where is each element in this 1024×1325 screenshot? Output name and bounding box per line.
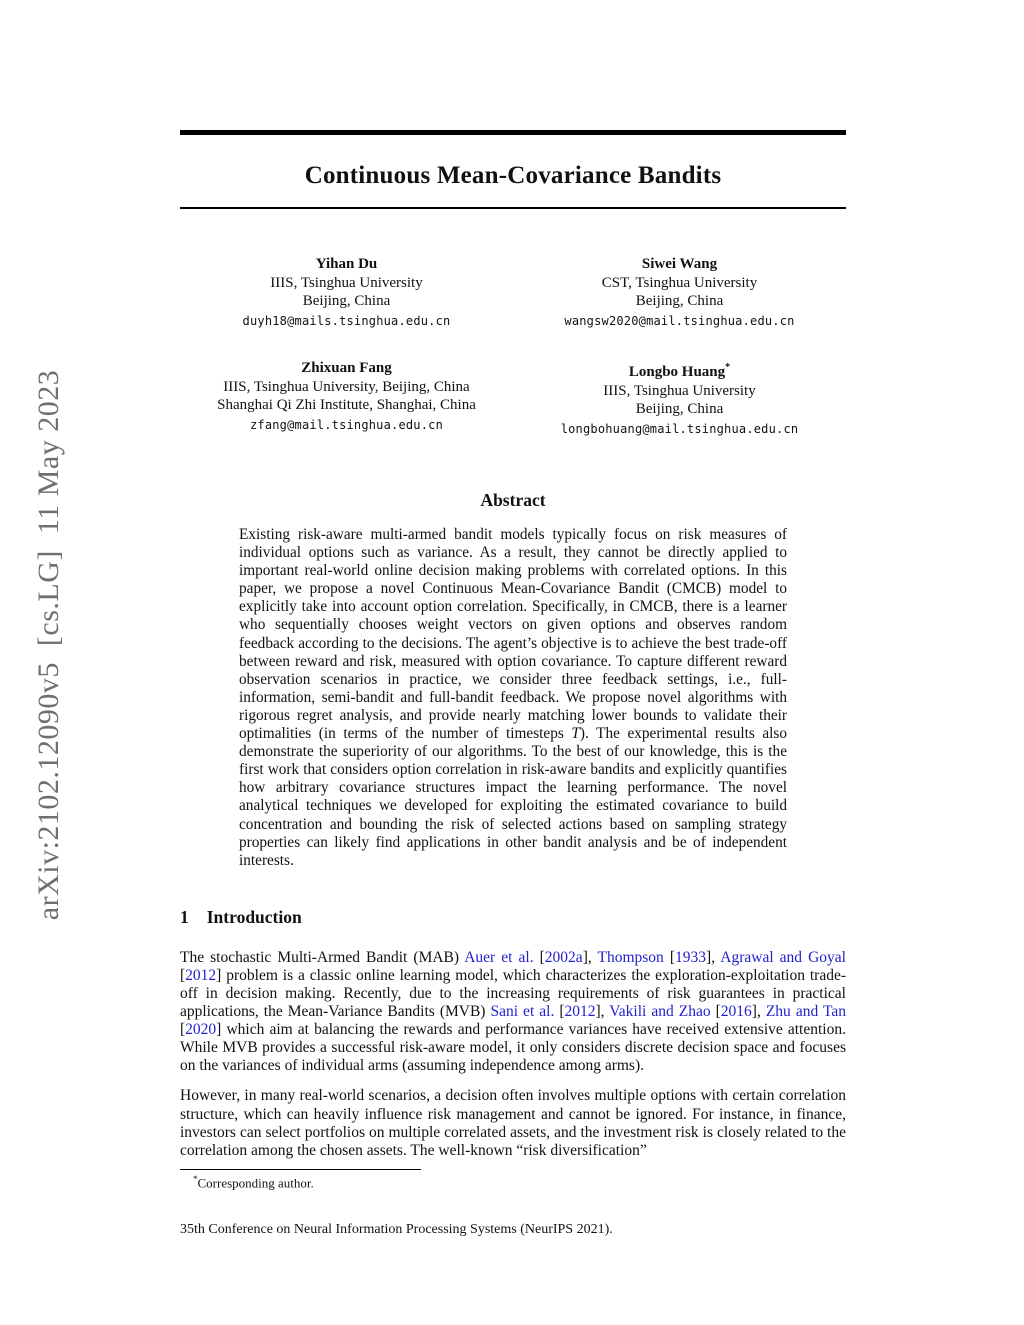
citation-link[interactable]: Vakili and Zhao	[609, 1003, 711, 1021]
text-segment: [	[710, 1003, 721, 1021]
citation-link[interactable]: 2002a	[544, 948, 583, 966]
text-segment: Existing risk-aware multi-armed bandit m…	[239, 526, 787, 743]
author-block: Yihan Du IIIS, Tsinghua University Beiji…	[180, 255, 513, 330]
intro-paragraph-2: However, in many real-world scenarios, a…	[180, 1087, 846, 1159]
text-segment: ],	[751, 1003, 766, 1021]
text-segment: [	[180, 1021, 186, 1039]
citation-link[interactable]: Agrawal and Goyal	[720, 948, 846, 966]
author-email[interactable]: duyh18@mails.tsinghua.edu.cn	[242, 313, 451, 328]
citation-link[interactable]: Thompson	[597, 948, 664, 966]
section-number: 1	[180, 906, 189, 927]
author-email[interactable]: wangsw2020@mail.tsinghua.edu.cn	[564, 313, 795, 328]
author-name: Siwei Wang	[641, 256, 718, 272]
text-segment: The stochastic Multi-Armed Bandit (MAB)	[180, 948, 465, 966]
author-name: Yihan Du	[315, 256, 378, 272]
citation-link[interactable]: 1933	[675, 948, 707, 966]
top-rule	[180, 130, 846, 135]
corresponding-author-marker: *	[725, 362, 731, 373]
citation-link[interactable]: 2016	[720, 1003, 752, 1021]
section-heading-introduction: 1 Introduction	[180, 907, 846, 928]
author-name: Longbo Huang*	[628, 362, 731, 380]
footnote-marker: *	[193, 1173, 198, 1184]
author-affiliation: Beijing, China	[635, 293, 724, 309]
paper-content: Continuous Mean-Covariance Bandits Yihan…	[180, 0, 846, 1238]
text-segment: ],	[706, 948, 721, 966]
text-segment: [	[663, 948, 676, 966]
author-affiliation: Beijing, China	[635, 401, 724, 417]
author-affiliation: Beijing, China	[302, 293, 391, 309]
text-segment: ). The experimental results also demonst…	[239, 725, 787, 869]
text-segment: ] which aim at balancing the rewards and…	[180, 1021, 846, 1075]
author-block: Longbo Huang* IIIS, Tsinghua University …	[513, 359, 846, 438]
text-segment: ],	[595, 1003, 610, 1021]
citation-link[interactable]: Sani et al.	[490, 1003, 555, 1021]
author-name: Zhixuan Fang	[301, 360, 392, 376]
citation-link[interactable]: 2020	[185, 1021, 217, 1039]
author-grid: Yihan Du IIIS, Tsinghua University Beiji…	[180, 255, 846, 438]
citation-link[interactable]: Auer et al.	[464, 948, 534, 966]
author-affiliation: IIIS, Tsinghua University, Beijing, Chin…	[223, 378, 470, 395]
footnote-text: Corresponding author.	[197, 1175, 314, 1191]
text-segment: ],	[582, 948, 598, 966]
abstract-text: Existing risk-aware multi-armed bandit m…	[239, 526, 787, 870]
author-email[interactable]: zfang@mail.tsinghua.edu.cn	[249, 417, 444, 432]
text-segment: [	[533, 948, 545, 966]
footnote-corresponding-author: *Corresponding author.	[180, 1174, 846, 1191]
text-segment: However, in many real-world scenarios, a…	[180, 1087, 846, 1159]
citation-link[interactable]: 2012	[185, 966, 217, 984]
arxiv-watermark: arXiv:2102.12090v5 [cs.LG] 11 May 2023	[32, 369, 65, 921]
author-block: Siwei Wang CST, Tsinghua University Beij…	[513, 255, 846, 330]
author-block: Zhixuan Fang IIIS, Tsinghua University, …	[180, 359, 513, 438]
author-affiliation: Shanghai Qi Zhi Institute, Shanghai, Chi…	[217, 397, 476, 413]
section-title: Introduction	[206, 906, 302, 927]
footnote-rule	[180, 1168, 421, 1170]
text-segment: T	[571, 725, 580, 743]
paper-title: Continuous Mean-Covariance Bandits	[304, 162, 722, 189]
author-affiliation: CST, Tsinghua University	[601, 274, 758, 291]
author-affiliation: IIIS, Tsinghua University	[603, 382, 756, 399]
author-affiliation: IIIS, Tsinghua University	[270, 274, 423, 291]
text-segment: ] problem is a classic online learning m…	[180, 966, 846, 1021]
abstract-heading: Abstract	[480, 490, 546, 510]
citation-link[interactable]: 2012	[564, 1003, 596, 1021]
title-rule	[180, 207, 846, 209]
text-segment: [	[554, 1003, 565, 1021]
conference-footer: 35th Conference on Neural Information Pr…	[180, 1222, 613, 1238]
author-email[interactable]: longbohuang@mail.tsinghua.edu.cn	[560, 421, 799, 436]
citation-link[interactable]: Zhu and Tan	[765, 1003, 846, 1021]
intro-paragraph-1: The stochastic Multi-Armed Bandit (MAB) …	[180, 949, 846, 1076]
text-segment: [	[180, 966, 186, 984]
